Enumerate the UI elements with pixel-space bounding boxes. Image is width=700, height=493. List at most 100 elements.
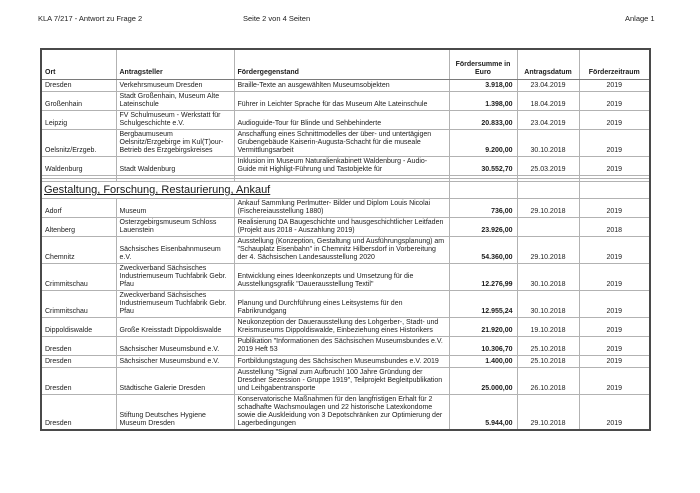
table-row: Dresden Sächsischer Museumsbund e.V. Publi…: [40, 336, 651, 356]
cell-foerderzeitraum: 2019: [578, 198, 651, 218]
cell-antragsdatum: 30.10.2018: [516, 290, 580, 318]
cell-ort: Chemnitz: [40, 236, 117, 264]
cell-antragsdatum: 25.10.2018: [516, 355, 580, 368]
doc-reference: KLA 7/217 - Antwort zu Frage 2: [38, 14, 143, 23]
cell-ort: Leipzig: [40, 110, 117, 130]
cell-ort: Adorf: [40, 198, 117, 218]
table-row: Crimmitschau Zweckverband Sächsisches Ind…: [40, 290, 651, 318]
cell-foerdergegenstand: Konservatorische Maßnahmen für den langf…: [233, 394, 450, 431]
cell-foerdersumme: 3.918,00: [448, 79, 518, 92]
cell-foerderzeitraum: 2019: [578, 79, 651, 92]
cell-antragsdatum: [516, 217, 580, 237]
cell-ort: Dresden: [40, 394, 117, 431]
column-header-antragsdatum: Antragsdatum: [516, 48, 580, 80]
cell-foerdersumme: 736,00: [448, 198, 518, 218]
cell-foerderzeitraum: 2019: [578, 91, 651, 111]
cell-ort: Dresden: [40, 367, 117, 395]
cell-antragsteller: Sächsischer Museumsbund e.V.: [115, 355, 235, 368]
cell-foerdersumme: 9.200,00: [448, 129, 518, 157]
grant-table-header: Ort Antragsteller Fördergegenstand Förde…: [40, 48, 651, 80]
header-row: Ort Antragsteller Fördergegenstand Förde…: [40, 48, 651, 80]
cell-foerdersumme: 30.552,70: [448, 156, 518, 176]
cell-foerdergegenstand: Entwicklung eines Ideenkonzepts und Umse…: [233, 263, 450, 291]
cell-antragsteller: Städtische Galerie Dresden: [115, 367, 235, 395]
grant-table: Ort Antragsteller Fördergegenstand Förde…: [40, 48, 651, 431]
table-row: Crimmitschau Zweckverband Sächsisches Ind…: [40, 263, 651, 291]
cell-antragsteller: Sächsischer Museumsbund e.V.: [115, 336, 235, 356]
cell-foerdergegenstand: Führer in Leichter Sprache für das Museu…: [233, 91, 450, 111]
table-row: Dresden Sächsischer Museumsbund e.V. Fortb…: [40, 355, 651, 368]
cell-foerdersumme: 23.926,00: [448, 217, 518, 237]
table-row: Altenberg Osterzgebirgsmuseum Schloss Lau…: [40, 217, 651, 237]
annex-label: Anlage 1: [625, 14, 655, 23]
cell-foerdersumme: 12.955,24: [448, 290, 518, 318]
cell-foerdersumme: 10.306,70: [448, 336, 518, 356]
cell-foerderzeitraum: 2019: [578, 290, 651, 318]
cell-foerdergegenstand: Publikation "Informationen des Sächsisch…: [233, 336, 450, 356]
cell-foerdersumme: 20.833,00: [448, 110, 518, 130]
cell-foerdersumme: 21.920,00: [448, 317, 518, 337]
section-title: Gestaltung, Forschung, Restaurierung, An…: [40, 181, 450, 199]
cell-antragsdatum: 29.10.2018: [516, 198, 580, 218]
cell-antragsdatum: 23.04.2019: [516, 79, 580, 92]
table-row: Oelsnitz/Erzgeb. Bergbaumuseum Oelsnitz/E…: [40, 129, 651, 157]
cell-foerdergegenstand: Planung und Durchführung eines Leitsyste…: [233, 290, 450, 318]
cell-antragsteller: FV Schulmuseum - Werkstatt für Schulgesc…: [115, 110, 235, 130]
cell-antragsdatum: 18.04.2019: [516, 91, 580, 111]
cell-foerderzeitraum: 2019: [578, 110, 651, 130]
cell-foerderzeitraum: 2019: [578, 236, 651, 264]
page-indicator: Seite 2 von 4 Seiten: [243, 14, 311, 23]
cell-antragsteller: Museum: [115, 198, 235, 218]
column-header-ort: Ort: [40, 48, 117, 80]
cell-foerdergegenstand: Realisierung DA Baugeschichte und hausge…: [233, 217, 450, 237]
table-row: Adorf Museum Ankauf Sammlung Perlmutter- B…: [40, 198, 651, 218]
cell-ort: Dippoldiswalde: [40, 317, 117, 337]
cell-foerderzeitraum: 2018: [578, 217, 651, 237]
cell-antragsteller: Stiftung Deutsches Hygiene Museum Dresde…: [115, 394, 235, 431]
cell-antragsdatum: 30.10.2018: [516, 129, 580, 157]
cell-antragsteller: Sächsisches Eisenbahnmuseum e.V.: [115, 236, 235, 264]
table-row: Dippoldiswalde Große Kreisstadt Dippoldis…: [40, 317, 651, 337]
cell-antragsdatum: 19.10.2018: [516, 317, 580, 337]
cell-foerderzeitraum: 2019: [578, 317, 651, 337]
cell-foerdersumme: 54.360,00: [448, 236, 518, 264]
cell-foerderzeitraum: 2019: [578, 355, 651, 368]
cell-ort: Dresden: [40, 355, 117, 368]
cell-ort: Waldenburg: [40, 156, 117, 176]
cell-antragsdatum: 29.10.2018: [516, 236, 580, 264]
cell-ort: Crimmitschau: [40, 263, 117, 291]
cell-antragsteller: Osterzgebirgsmuseum Schloss Lauenstein: [115, 217, 235, 237]
column-header-antragsteller: Antragsteller: [115, 48, 235, 80]
table-row: Dresden Verkehrsmuseum Dresden Braille-Tex…: [40, 79, 651, 92]
cell-antragsdatum: 25.10.2018: [516, 336, 580, 356]
cell-antragsteller: Große Kreisstadt Dippoldiswalde: [115, 317, 235, 337]
table-row: Dresden Städtische Galerie Dresden Ausstel…: [40, 367, 651, 395]
section-header-row: Gestaltung, Forschung, Restaurierung, An…: [40, 181, 651, 199]
empty-cell: [516, 181, 580, 199]
cell-foerdersumme: 12.276,99: [448, 263, 518, 291]
cell-antragsteller: Stadt Großenhain, Museum Alte Lateinschu…: [115, 91, 235, 111]
cell-foerderzeitraum: 2019: [578, 367, 651, 395]
cell-foerderzeitraum: 2019: [578, 156, 651, 176]
column-header-foerderzeitraum: Förderzeitraum: [578, 48, 651, 80]
cell-antragsdatum: 30.10.2018: [516, 263, 580, 291]
cell-antragsteller: Stadt Waldenburg: [115, 156, 235, 176]
cell-antragsteller: Verkehrsmuseum Dresden: [115, 79, 235, 92]
cell-ort: Crimmitschau: [40, 290, 117, 318]
grant-table-body: Dresden Verkehrsmuseum Dresden Braille-Tex…: [40, 79, 651, 431]
table-row: Dresden Stiftung Deutsches Hygiene Museum…: [40, 394, 651, 431]
cell-ort: Großenhain: [40, 91, 117, 111]
cell-antragsdatum: 26.10.2018: [516, 367, 580, 395]
cell-foerdersumme: 25.000,00: [448, 367, 518, 395]
cell-foerdergegenstand: Ankauf Sammlung Perlmutter- Bilder und D…: [233, 198, 450, 218]
cell-foerderzeitraum: 2019: [578, 129, 651, 157]
cell-foerdersumme: 1.400,00: [448, 355, 518, 368]
cell-foerdergegenstand: Ausstellung (Konzeption, Gestaltung und …: [233, 236, 450, 264]
cell-antragsdatum: 23.04.2019: [516, 110, 580, 130]
cell-foerdergegenstand: Anschaffung eines Schnittmodelles der üb…: [233, 129, 450, 157]
empty-cell: [448, 181, 518, 199]
cell-foerdergegenstand: Ausstellung "Signal zum Aufbruch! 100 Ja…: [233, 367, 450, 395]
cell-foerdergegenstand: Neukonzeption der Dauerausstellung des L…: [233, 317, 450, 337]
cell-foerdergegenstand: Fortbildungstagung des Sächsischen Museu…: [233, 355, 450, 368]
